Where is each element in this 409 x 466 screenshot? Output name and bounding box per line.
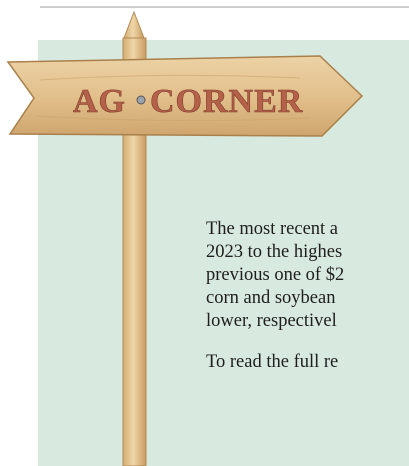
article-line: 2023 to the highes [206,242,342,262]
sign-text: CORNER [150,83,303,120]
article-line: The most recent a [206,219,338,239]
read-more[interactable]: To read the full re [206,352,338,372]
article-line: lower, respectivel [206,311,337,331]
article-text: The most recent a 2023 to the highes previ… [206,219,344,331]
sign-text: AG [73,83,126,120]
article-line: previous one of $2 [206,265,344,285]
sign-screw [137,96,145,104]
ag-corner-card: AG CORNER The most recent a 2023 to the h… [0,0,409,466]
article-line: corn and soybean [206,288,335,308]
page: {"sign": {"left_word": "AG", "right_word… [0,0,409,466]
post-tip [124,12,144,38]
